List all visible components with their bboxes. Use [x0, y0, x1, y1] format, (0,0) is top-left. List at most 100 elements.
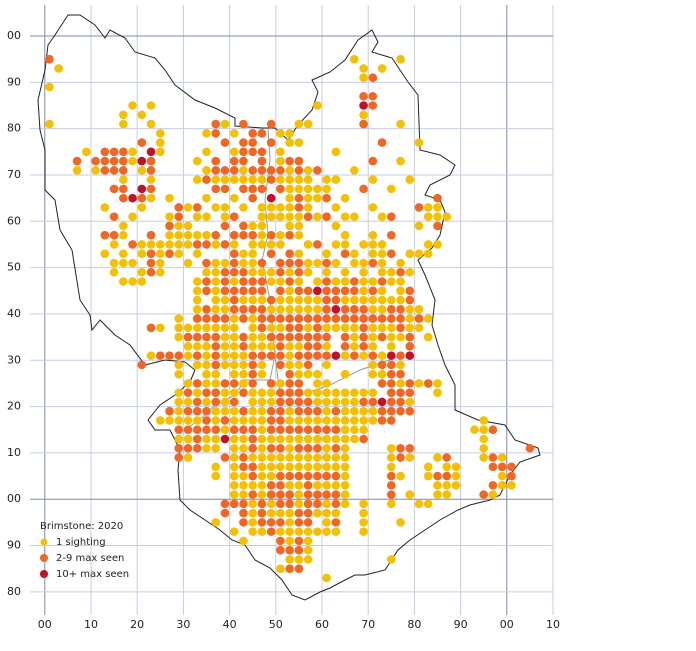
tetrad-dot	[155, 416, 165, 425]
tetrad-dot	[313, 481, 322, 490]
tetrad-dot	[285, 388, 294, 397]
legend-title: Brimstone: 2020	[40, 521, 123, 532]
tetrad-dot	[451, 462, 461, 472]
tetrad-dot	[183, 434, 193, 444]
tetrad-dot	[405, 286, 415, 296]
tetrad-dot	[322, 425, 331, 435]
y-tick-label: 80	[7, 122, 21, 135]
tetrad-dot	[183, 388, 193, 397]
tetrad-dot	[239, 332, 248, 342]
tetrad-dot	[128, 147, 137, 157]
tetrad-dot	[313, 453, 322, 462]
tetrad-dot	[202, 240, 211, 249]
tetrad-dot	[119, 258, 128, 268]
tetrad-dot	[331, 351, 341, 360]
tetrad-dot	[331, 443, 341, 453]
tetrad-dot	[340, 351, 350, 360]
tetrad-dot	[137, 240, 147, 249]
tetrad-dot	[294, 499, 304, 509]
tetrad-dot	[303, 508, 313, 518]
tetrad-dot	[368, 360, 378, 370]
tetrad-dot	[433, 212, 442, 221]
tetrad-dot	[303, 453, 313, 462]
tetrad-dot	[313, 101, 322, 110]
tetrad-dot	[294, 481, 304, 490]
tetrad-dot	[211, 406, 221, 416]
tetrad-dot	[276, 351, 285, 360]
y-tick-label: 90	[7, 75, 21, 88]
tetrad-dot	[322, 351, 331, 360]
tetrad-dot	[396, 351, 405, 360]
tetrad-dot	[119, 230, 128, 240]
tetrad-dot	[294, 332, 304, 342]
tetrad-dot	[239, 471, 248, 481]
tetrad-dot	[211, 267, 221, 277]
tetrad-dot	[313, 388, 322, 397]
tetrad-dot	[211, 462, 221, 472]
tetrad-dot	[257, 342, 267, 351]
tetrad-dot	[220, 119, 230, 129]
tetrad-dot	[239, 462, 248, 472]
tetrad-dot	[368, 342, 378, 351]
tetrad-dot	[414, 138, 424, 147]
tetrad-dot	[211, 277, 221, 286]
tetrad-dot	[340, 332, 350, 342]
tetrad-dot	[174, 434, 184, 444]
tetrad-dot	[266, 249, 276, 259]
tetrad-dot	[146, 249, 156, 259]
tetrad-dot	[239, 360, 248, 370]
tetrad-dot	[266, 425, 276, 435]
tetrad-dot	[239, 221, 248, 231]
tetrad-dot	[229, 286, 239, 296]
tetrad-dot	[109, 156, 119, 166]
tetrad-dot	[396, 119, 405, 129]
tetrad-dot	[220, 295, 230, 305]
tetrad-dot	[248, 490, 257, 499]
tetrad-dot	[322, 481, 331, 490]
tetrad-dot	[303, 481, 313, 490]
tetrad-dot	[377, 286, 387, 296]
tetrad-dot	[285, 342, 294, 351]
tetrad-dot	[285, 416, 294, 425]
tetrad-dot	[294, 156, 304, 166]
tetrad-dot	[303, 267, 313, 277]
tetrad-dot	[165, 351, 174, 360]
tetrad-dot	[285, 481, 294, 490]
tetrad-dot	[414, 314, 424, 323]
tetrad-dot	[239, 230, 248, 240]
tetrad-dot	[423, 249, 433, 259]
tetrad-dot	[229, 471, 239, 481]
x-tick-label: 00	[500, 618, 514, 631]
tetrad-dot	[525, 443, 535, 453]
tetrad-dot	[479, 425, 488, 435]
tetrad-dot	[128, 240, 137, 249]
tetrad-dot	[285, 453, 294, 462]
tetrad-dot	[229, 443, 239, 453]
tetrad-dot	[146, 240, 156, 249]
tetrad-dot	[248, 128, 257, 138]
tetrad-dot	[239, 314, 248, 323]
tetrad-dot	[202, 369, 211, 379]
tetrad-dot	[313, 434, 322, 444]
tetrad-dot	[202, 342, 211, 351]
tetrad-dot	[322, 286, 331, 296]
tetrad-dot	[239, 490, 248, 499]
tetrad-dot	[386, 351, 396, 360]
tetrad-dot	[174, 360, 184, 370]
tetrad-dot	[359, 267, 368, 277]
tetrad-dot	[276, 230, 285, 240]
tetrad-dot	[386, 379, 396, 388]
tetrad-dot	[303, 212, 313, 221]
tetrad-dot	[119, 110, 128, 120]
tetrad-dot	[211, 342, 221, 351]
tetrad-dot	[497, 453, 507, 462]
tetrad-dot	[146, 258, 156, 268]
tetrad-dot	[211, 305, 221, 314]
tetrad-dot	[229, 499, 239, 509]
tetrad-dot	[192, 397, 202, 407]
tetrad-dot	[229, 490, 239, 499]
tetrad-dot	[91, 166, 100, 175]
tetrad-dot	[165, 240, 174, 249]
tetrad-dot	[322, 332, 331, 342]
tetrad-dot	[202, 416, 211, 425]
